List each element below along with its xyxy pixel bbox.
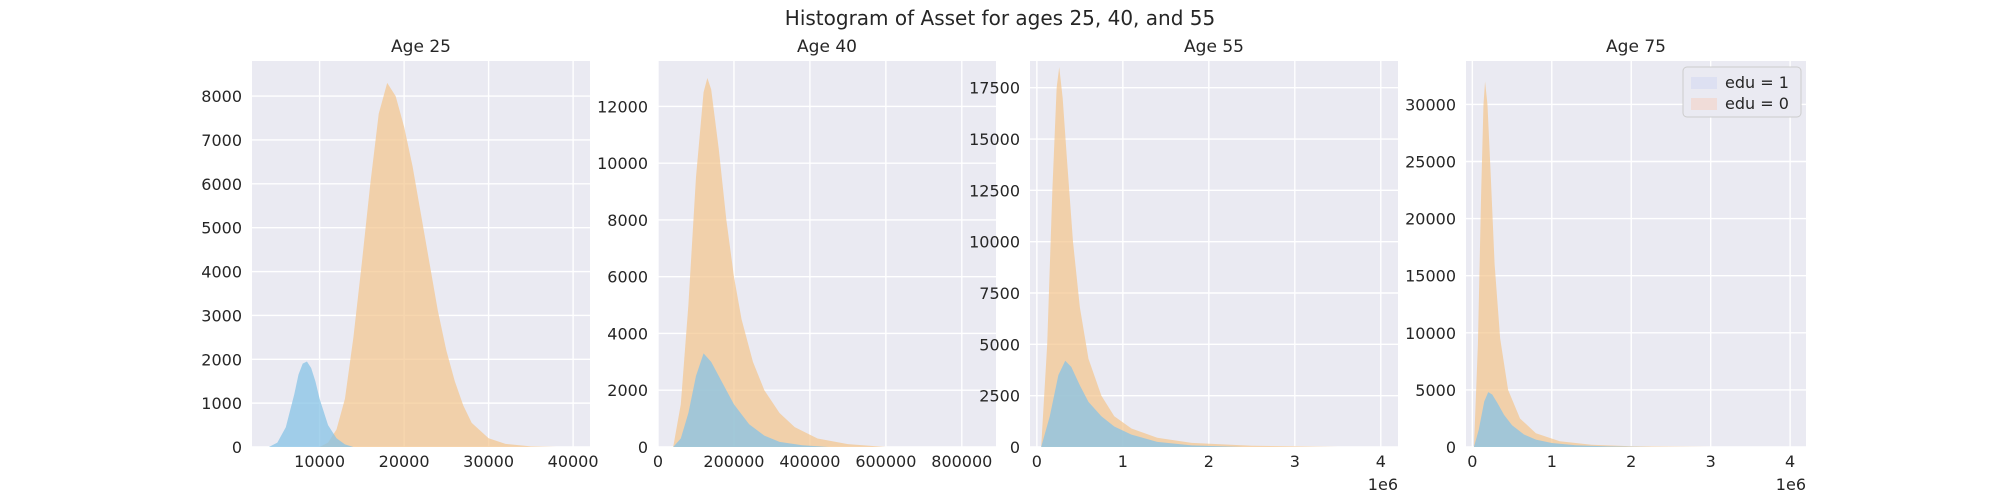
legend-label: edu = 0	[1725, 94, 1789, 113]
x-tick-label: 0	[1032, 452, 1042, 471]
legend-label: edu = 1	[1725, 73, 1789, 92]
y-tick-label: 0	[638, 438, 648, 457]
y-tick-label: 20000	[1405, 210, 1456, 229]
legend-swatch	[1691, 77, 1717, 89]
y-tick-label: 7500	[979, 284, 1020, 303]
panel-3: 0 1 2 3 4 0 2500 5000 7500 10000 12500 15000 17500 1e…	[969, 37, 1398, 494]
y-tick-label: 10000	[969, 233, 1020, 252]
y-tick-label: 0	[1446, 438, 1456, 457]
x-tick-label: 3	[1706, 452, 1716, 471]
x-tick-label: 800000	[931, 452, 992, 471]
y-tick-label: 4000	[607, 324, 648, 343]
y-tick-label: 7000	[201, 131, 242, 150]
y-tick-label: 30000	[1405, 95, 1456, 114]
x-offset-label: 1e6	[1368, 475, 1398, 494]
x-tick-label: 400000	[779, 452, 840, 471]
panel-title: Age 75	[1606, 37, 1666, 57]
x-tick-label: 10000	[294, 452, 345, 471]
panel-title: Age 40	[797, 37, 857, 57]
panel-2: 0 200000 400000 600000 800000 0 2000 4000 6000 80…	[597, 37, 996, 471]
y-tick-label: 2000	[201, 350, 242, 369]
x-tick-label: 200000	[703, 452, 764, 471]
y-tick-label: 5000	[201, 219, 242, 238]
x-tick-label: 1	[1547, 452, 1557, 471]
y-tick-label: 2000	[607, 381, 648, 400]
x-tick-label: 2	[1204, 452, 1214, 471]
x-tick-label: 1	[1118, 452, 1128, 471]
x-tick-label: 30000	[463, 452, 514, 471]
plot-area	[1466, 61, 1806, 447]
x-tick-label: 4	[1376, 452, 1386, 471]
y-tick-label: 15000	[1405, 267, 1456, 286]
y-tick-label: 0	[1010, 438, 1020, 457]
x-tick-label: 3	[1290, 452, 1300, 471]
y-tick-label: 2500	[979, 387, 1020, 406]
y-tick-label: 8000	[201, 87, 242, 106]
x-tick-label: 600000	[855, 452, 916, 471]
y-tick-label: 15000	[969, 130, 1020, 149]
y-tick-label: 0	[232, 438, 242, 457]
y-tick-label: 10000	[597, 154, 648, 173]
y-tick-label: 4000	[201, 263, 242, 282]
legend: edu = 1 edu = 0	[1683, 67, 1801, 117]
legend-swatch	[1691, 98, 1717, 110]
x-tick-label: 20000	[379, 452, 430, 471]
y-tick-label: 6000	[607, 268, 648, 287]
y-tick-label: 3000	[201, 306, 242, 325]
x-offset-label: 1e6	[1776, 475, 1806, 494]
x-tick-label: 2	[1626, 452, 1636, 471]
y-tick-label: 12500	[969, 181, 1020, 200]
y-tick-label: 6000	[201, 175, 242, 194]
y-tick-label: 5000	[1415, 381, 1456, 400]
y-tick-label: 25000	[1405, 152, 1456, 171]
x-tick-label: 40000	[548, 452, 599, 471]
panel-title: Age 25	[391, 37, 451, 57]
panel-4: 0 1 2 3 4 0 5000 10000 15000 20000 25000 30000 1e6 Ag…	[1405, 37, 1806, 494]
x-tick-label: 4	[1785, 452, 1795, 471]
y-tick-label: 8000	[607, 211, 648, 230]
x-tick-label: 0	[653, 452, 663, 471]
y-tick-label: 12000	[597, 97, 648, 116]
y-tick-label: 1000	[201, 394, 242, 413]
y-tick-label: 5000	[979, 335, 1020, 354]
y-tick-label: 10000	[1405, 324, 1456, 343]
x-tick-label: 0	[1467, 452, 1477, 471]
panel-title: Age 55	[1184, 37, 1244, 57]
panel-1: 10000 20000 30000 40000 0 1000 2000 3000 4000 500…	[201, 37, 598, 471]
y-tick-label: 17500	[969, 79, 1020, 98]
